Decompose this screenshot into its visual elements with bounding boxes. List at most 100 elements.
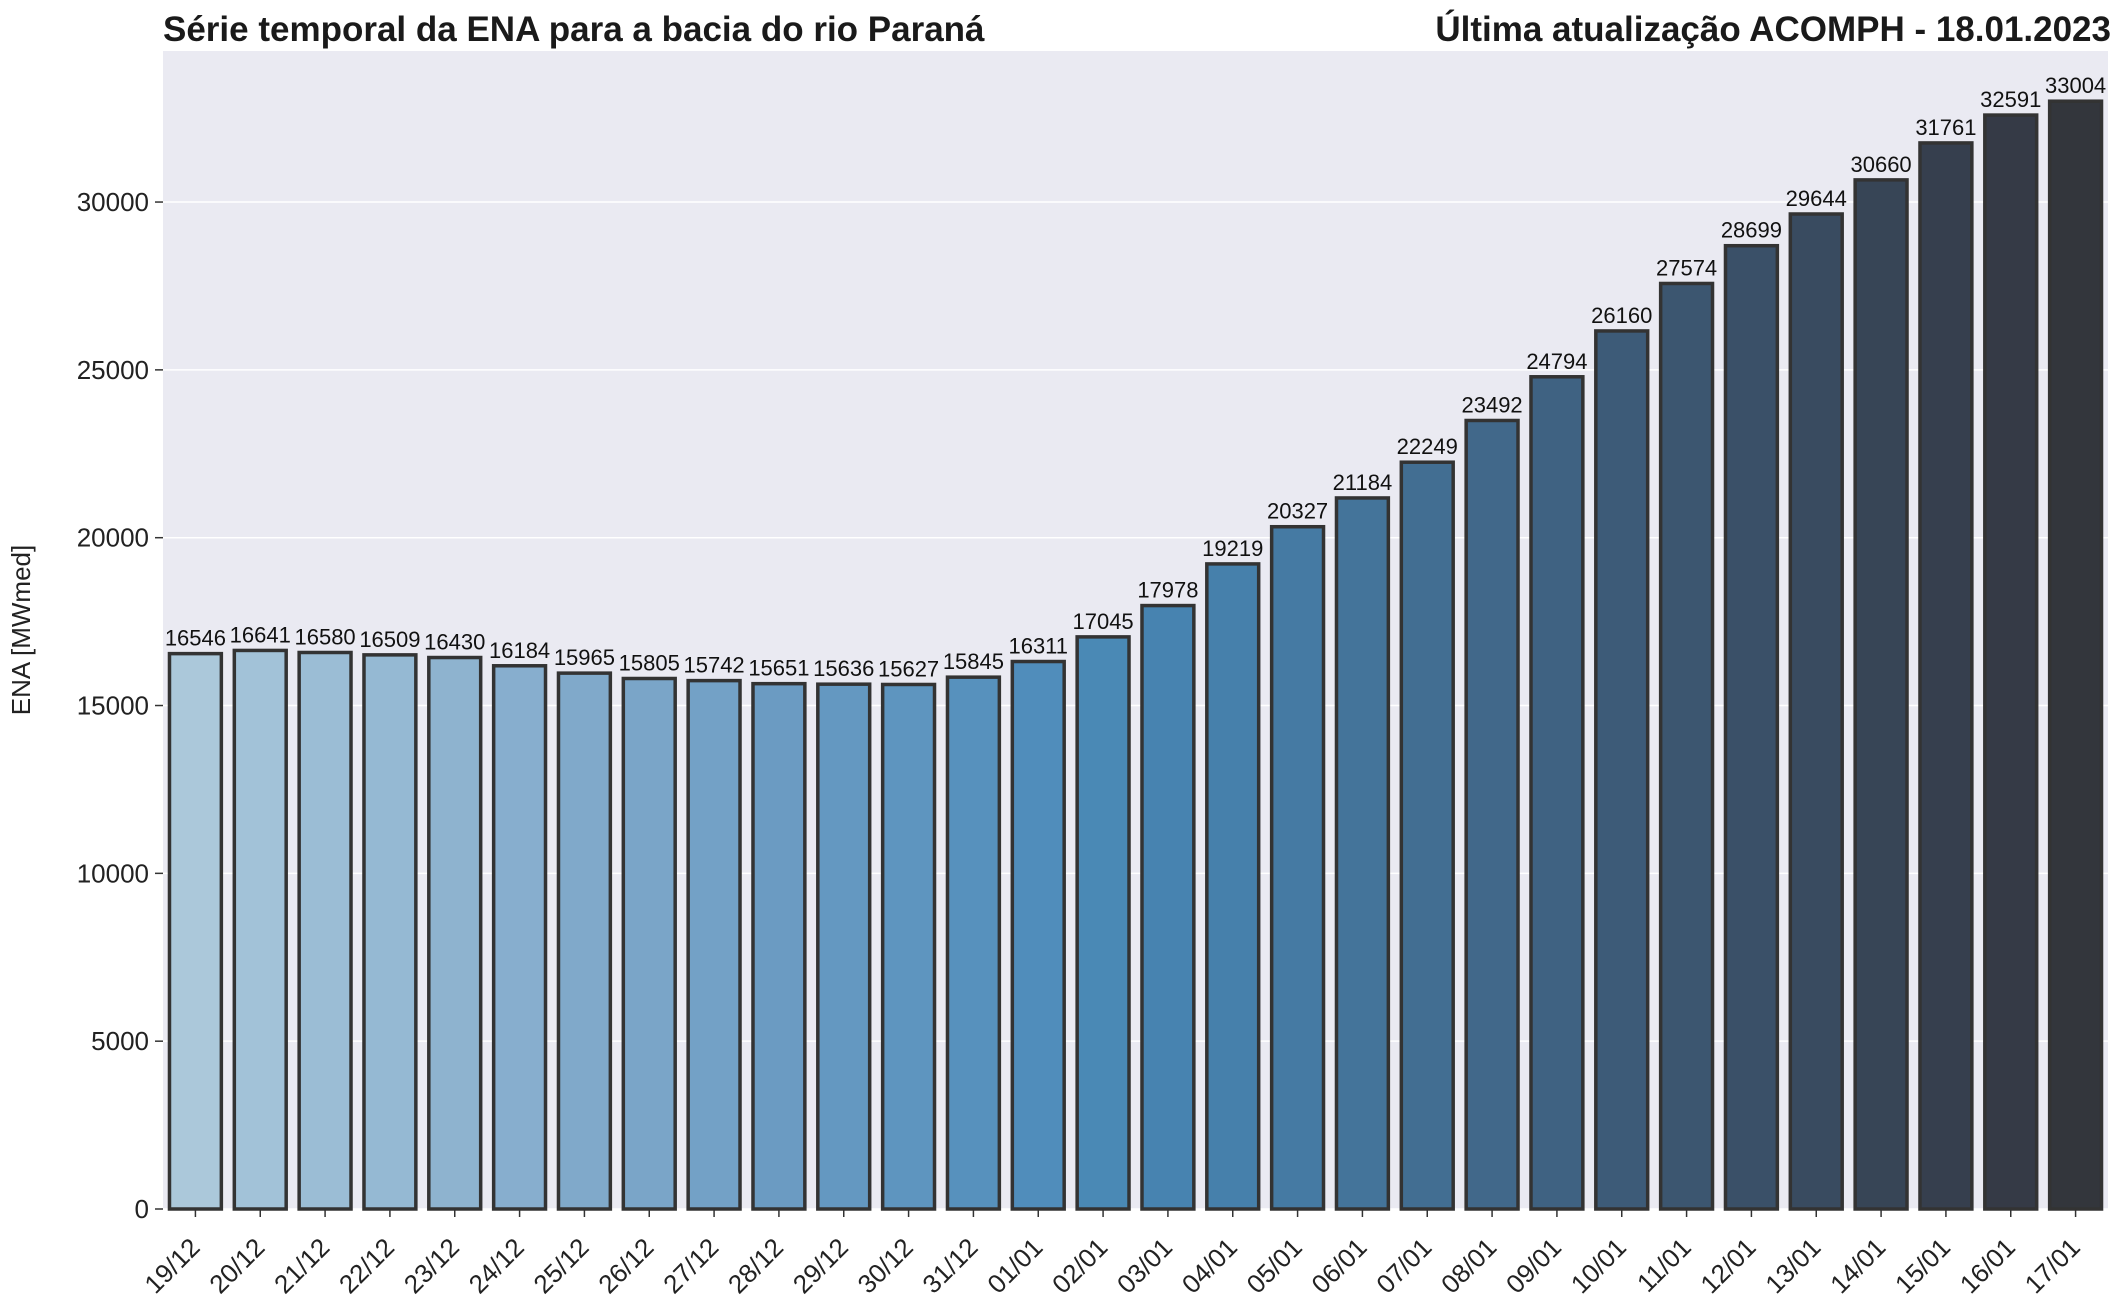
x-tick-label: 01/01 (981, 1232, 1048, 1297)
x-tick-label: 21/12 (268, 1232, 335, 1297)
bar (1658, 281, 1715, 1211)
data-label: 31761 (1915, 115, 1976, 140)
plot-area (163, 51, 2108, 1209)
bar (686, 678, 742, 1211)
data-label: 16546 (165, 626, 226, 651)
bar (1075, 635, 1131, 1211)
y-axis-label: ENA [MWmed] (6, 545, 36, 715)
bar (1788, 212, 1844, 1211)
x-tick-label: 06/01 (1305, 1232, 1372, 1297)
data-label: 15965 (554, 645, 615, 670)
bar (1529, 375, 1585, 1211)
bar (1010, 659, 1066, 1211)
bar (1853, 178, 1909, 1211)
x-tick-label: 17/01 (2019, 1232, 2086, 1297)
x-tick-label: 15/01 (1889, 1232, 1956, 1297)
bar (232, 648, 288, 1211)
data-label: 17045 (1072, 609, 1133, 634)
data-label: 33004 (2045, 73, 2106, 98)
bar (2047, 99, 2104, 1211)
bar (1269, 524, 1326, 1211)
data-label: 15636 (813, 656, 874, 681)
data-label: 29644 (1786, 186, 1847, 211)
x-tick-label: 14/01 (1824, 1232, 1891, 1297)
bar (1334, 496, 1391, 1211)
data-label: 19219 (1202, 536, 1263, 561)
chart-subtitle: Última atualização ACOMPH - 18.01.2023 (1435, 10, 2111, 49)
y-tick-label: 30000 (77, 187, 149, 217)
x-tick-label: 22/12 (333, 1232, 400, 1297)
data-label: 15627 (878, 656, 939, 681)
bar (491, 664, 548, 1211)
bar (880, 682, 937, 1211)
x-tick-label: 08/01 (1435, 1232, 1502, 1297)
bar (1723, 243, 1780, 1211)
bar (816, 682, 872, 1211)
x-tick-label: 23/12 (398, 1232, 465, 1297)
x-tick-label: 05/01 (1241, 1232, 1308, 1297)
x-tick-label: 19/12 (138, 1232, 205, 1297)
x-tick-label: 16/01 (1954, 1232, 2021, 1297)
x-tick-label: 30/12 (852, 1232, 919, 1297)
bar (1399, 460, 1455, 1211)
x-tick-label: 12/01 (1694, 1232, 1761, 1297)
data-label: 28699 (1721, 218, 1782, 243)
bar (362, 653, 418, 1211)
data-label: 15742 (683, 653, 744, 678)
bar (1983, 113, 2039, 1211)
data-label: 30660 (1850, 152, 1911, 177)
data-label: 17978 (1137, 578, 1198, 603)
data-label: 27574 (1656, 255, 1717, 280)
bar (1464, 418, 1520, 1211)
x-tick-label: 24/12 (463, 1232, 530, 1297)
x-tick-label: 11/01 (1631, 1232, 1697, 1297)
y-tick-label: 0 (135, 1194, 149, 1224)
y-tick-label: 5000 (91, 1026, 149, 1056)
data-label: 20327 (1267, 499, 1328, 524)
x-tick-label: 09/01 (1500, 1232, 1567, 1297)
data-label: 16184 (489, 638, 550, 663)
x-tick-label: 07/01 (1370, 1232, 1437, 1297)
x-tick-label: 10/01 (1565, 1232, 1632, 1297)
x-tick-label: 03/01 (1111, 1232, 1178, 1297)
y-tick-label: 25000 (77, 355, 149, 385)
data-label: 23492 (1461, 392, 1522, 417)
bar (1918, 141, 1974, 1211)
data-label: 16509 (359, 627, 420, 652)
y-tick-label: 20000 (77, 523, 149, 553)
bar (427, 655, 483, 1211)
bar (297, 650, 353, 1211)
data-label: 15651 (748, 656, 809, 681)
data-label: 24794 (1526, 349, 1587, 374)
x-tick-label: 02/01 (1046, 1232, 1113, 1297)
bar (556, 671, 613, 1211)
y-tick-label: 15000 (77, 691, 149, 721)
x-tick-label: 28/12 (722, 1232, 789, 1297)
data-label: 21184 (1333, 470, 1393, 495)
x-tick-label: 31/12 (916, 1232, 983, 1297)
data-label: 16311 (1008, 634, 1068, 659)
x-tick-label: 27/12 (657, 1232, 724, 1297)
x-tick-label: 13/01 (1759, 1232, 1826, 1297)
bar (621, 676, 677, 1211)
data-label: 26160 (1591, 303, 1652, 328)
data-label: 22249 (1397, 434, 1458, 459)
data-label: 16580 (294, 624, 355, 649)
x-tick-label: 29/12 (787, 1232, 854, 1297)
y-tick-label: 10000 (77, 858, 149, 888)
x-tick-label: 04/01 (1176, 1232, 1243, 1297)
bar (1140, 603, 1196, 1211)
bar (945, 675, 1002, 1211)
bar (1205, 562, 1261, 1211)
x-tick-label: 25/12 (527, 1232, 594, 1297)
data-label: 15805 (619, 651, 680, 676)
data-label: 15845 (943, 649, 1004, 674)
bar (167, 651, 224, 1211)
x-tick-label: 26/12 (592, 1232, 659, 1297)
data-label: 16641 (230, 622, 291, 647)
bar (751, 681, 807, 1211)
x-tick-label: 20/12 (203, 1232, 270, 1297)
data-label: 16430 (424, 630, 485, 655)
chart-title: Série temporal da ENA para a bacia do ri… (163, 10, 985, 49)
